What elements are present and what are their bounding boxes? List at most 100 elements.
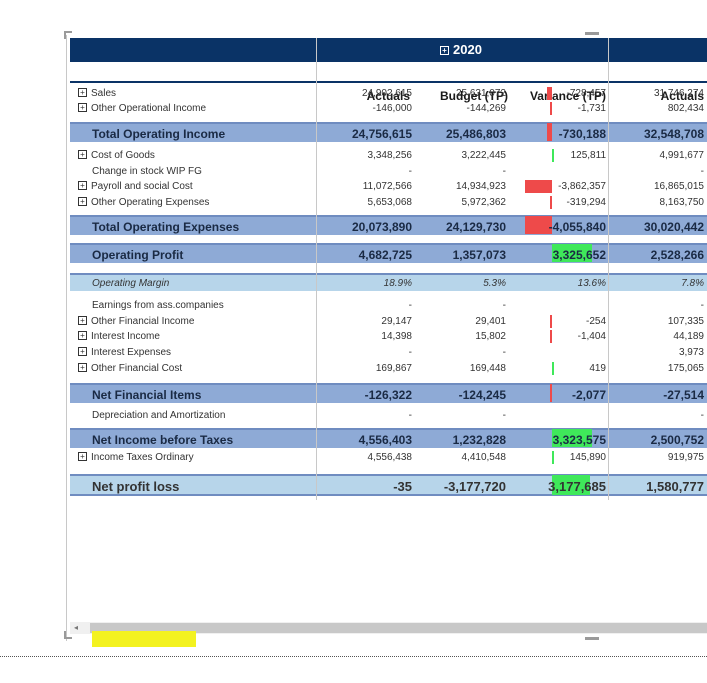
cell-variance: 3,323,575 [552,433,606,447]
expand-icon[interactable]: + [78,452,87,461]
table-row[interactable]: Net Financial Items -126,322 -124,245 -2,07… [70,383,707,403]
cell-actuals-2: 4,991,677 [659,150,705,161]
cell-budget: - [502,300,506,311]
variance-bar-negative [547,123,552,141]
expand-icon[interactable]: + [440,46,449,55]
row-label-text: Sales [91,88,117,99]
row-label-text: Earnings from ass.companies [92,300,224,311]
expand-icon[interactable]: + [78,88,87,97]
table-row[interactable]: Operating Margin 18.9% 5.3% 13.6% 7.8% [70,273,707,291]
year-group-header[interactable]: +2020 [440,42,482,57]
cell-actuals-2: 44,189 [673,331,704,342]
row-label[interactable]: + Interest Income [78,329,160,344]
scrollbar-thumb[interactable] [90,623,707,633]
cell-actuals: 24,756,615 [351,127,412,141]
column-header-budget[interactable]: Budget (TP) [440,89,508,103]
table-row[interactable]: + Sales 24,902,615 25,631,072 -728,457 31,746… [70,86,707,101]
variance-bar-positive [552,149,554,162]
table-row[interactable]: + Income Taxes Ordinary 4,556,438 4,410,548… [70,450,707,465]
cell-budget: - [502,166,506,177]
row-label-text: Interest Income [91,331,160,342]
row-label[interactable]: + Cost of Goods [78,148,155,163]
row-label: Operating Profit [92,245,183,265]
cell-actuals: -126,322 [364,388,412,402]
table-row[interactable]: Total Operating Expenses 20,073,890 24,129… [70,215,707,235]
column-header-actuals-2[interactable]: Actuals [660,89,704,103]
cell-actuals: -35 [393,479,412,494]
row-label: Net Financial Items [92,385,201,405]
row-label: Change in stock WIP FG [92,164,202,179]
row-label[interactable]: + Payroll and social Cost [78,179,193,194]
table-row[interactable]: + Interest Expenses - - 3,973 [70,345,707,360]
row-label[interactable]: + Other Financial Cost [78,361,182,376]
row-label[interactable]: + Income Taxes Ordinary [78,450,194,465]
row-label-text: Interest Expenses [91,347,172,358]
cell-budget: 5,972,362 [461,197,507,208]
cell-budget: 3,222,445 [461,150,507,161]
table-row[interactable]: + Other Financial Income 29,147 29,401 -254 1… [70,314,707,329]
cell-actuals-2: 3,973 [678,347,704,358]
table-row[interactable]: Operating Profit 4,682,725 1,357,073 3,325,… [70,243,707,263]
variance-bar-negative [550,330,552,343]
variance-bar-positive [552,244,592,262]
cell-actuals-2: 107,335 [667,316,704,327]
variance-bar-negative [550,102,552,115]
table-row[interactable]: + Other Operating Expenses 5,653,068 5,972,… [70,195,707,210]
table-row[interactable]: + Payroll and social Cost 11,072,566 14,934… [70,179,707,194]
row-label[interactable]: + Sales [78,86,116,101]
visual-resize-corner-top-left[interactable] [64,31,72,39]
scroll-left-arrow-icon[interactable]: ◂ [74,623,79,632]
cell-variance: -254 [585,316,606,327]
cell-actuals: 5,653,068 [367,197,413,208]
cell-budget: - [502,347,506,358]
cell-budget: 25,631,072 [455,88,506,99]
row-label-text: Operating Profit [92,248,184,262]
cell-actuals-2: - [700,166,704,177]
table-row[interactable]: Total Operating Income 24,756,615 25,486,8… [70,122,707,142]
table-row[interactable]: + Interest Income 14,398 15,802 -1,404 44,189 [70,329,707,344]
variance-bar-negative [525,180,552,193]
expand-icon[interactable]: + [78,103,87,112]
table-row[interactable]: Depreciation and Amortization - - - [70,408,707,423]
cell-actuals-2: 2,500,752 [650,433,704,447]
table-row[interactable]: + Cost of Goods 3,348,256 3,222,445 125,811 4… [70,148,707,163]
cell-variance: 125,811 [570,150,606,161]
visual-resize-handle-top[interactable] [585,32,599,35]
cell-actuals: 20,073,890 [351,220,412,234]
cell-variance: -2,077 [571,388,606,402]
table-row[interactable]: Earnings from ass.companies - - - [70,298,707,313]
row-label-text: Total Operating Income [92,127,226,141]
page-divider-dotted [0,656,707,657]
table-row[interactable]: + Other Operational Income -146,000 -144,26… [70,101,707,116]
expand-icon[interactable]: + [78,316,87,325]
row-label[interactable]: + Other Financial Income [78,314,194,329]
table-row[interactable]: Change in stock WIP FG - - - [70,164,707,179]
cell-actuals-2: -27,514 [663,388,704,402]
visual-resize-handle-bottom[interactable] [585,637,599,640]
table-row[interactable]: + Other Financial Cost 169,867 169,448 419 17… [70,361,707,376]
cell-budget: 24,129,730 [445,220,506,234]
expand-icon[interactable]: + [78,181,87,190]
variance-bar-negative [550,315,552,328]
cell-budget: 1,357,073 [452,248,506,262]
table-row[interactable]: Net Income before Taxes 4,556,403 1,232,82… [70,428,707,448]
table-row[interactable]: Net profit loss -35 -3,177,720 3,177,685 1,5… [70,474,707,496]
cell-budget: 169,448 [469,363,506,374]
cell-actuals-2: 30,020,442 [643,220,704,234]
column-header-actuals[interactable]: Actuals [366,89,410,103]
variance-bar-negative [525,216,552,234]
highlight-marker [92,631,196,647]
row-label[interactable]: + Other Operational Income [78,101,206,116]
visual-left-border [66,35,67,641]
cell-budget: 15,802 [475,331,506,342]
expand-icon[interactable]: + [78,150,87,159]
expand-icon[interactable]: + [78,331,87,340]
expand-icon[interactable]: + [78,363,87,372]
row-label[interactable]: + Interest Expenses [78,345,171,360]
row-label[interactable]: + Other Operating Expenses [78,195,209,210]
row-label: Net profit loss [92,476,179,498]
cell-variance: 145,890 [569,452,606,463]
expand-icon[interactable]: + [78,347,87,356]
expand-icon[interactable]: + [78,197,87,206]
visual-resize-corner-bottom-left[interactable] [64,631,72,639]
